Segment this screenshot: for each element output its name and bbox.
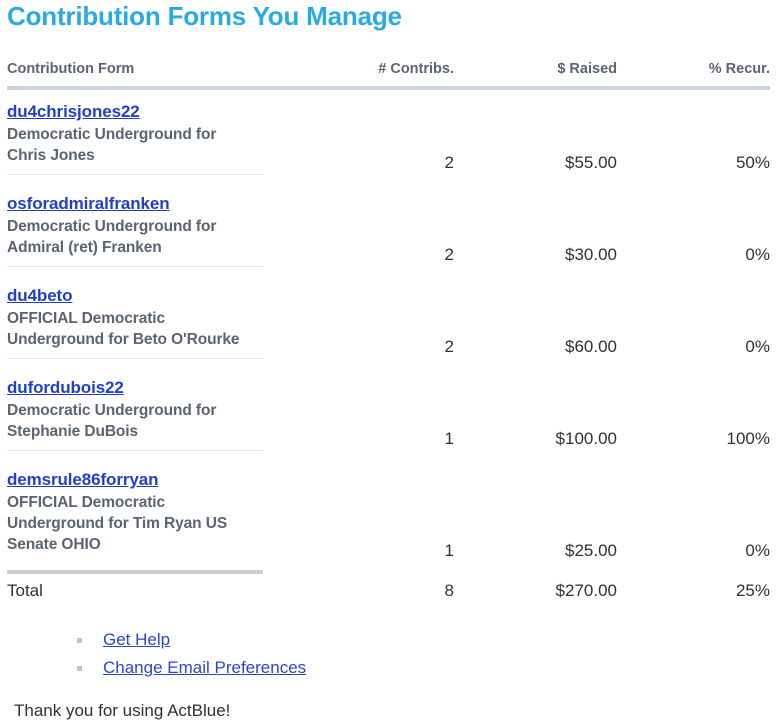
total-contribs-value: 8 <box>444 581 454 600</box>
table-row: dufordubois22 Democratic Underground for… <box>7 366 770 458</box>
total-label: Total <box>7 581 43 600</box>
contribution-forms-table: Contribution Form # Contribs. $ Raised %… <box>7 61 770 610</box>
recur-value: 0% <box>745 337 770 356</box>
contribution-form-link[interactable]: demsrule86forryan <box>7 470 159 489</box>
table-row: osforadmiralfranken Democratic Undergrou… <box>7 182 770 274</box>
form-cell: demsrule86forryan OFFICIAL Democratic Un… <box>7 458 337 570</box>
raised-value: $25.00 <box>565 541 617 560</box>
total-separator-cell <box>7 570 770 574</box>
get-help-link[interactable]: Get Help <box>103 630 171 649</box>
table-row: du4chrisjones22 Democratic Underground f… <box>7 88 770 182</box>
list-item: Get Help <box>77 628 770 653</box>
square-bullet-icon <box>77 666 82 671</box>
square-bullet-icon <box>77 638 82 643</box>
contribution-form-link[interactable]: du4chrisjones22 <box>7 102 140 121</box>
table-body: du4chrisjones22 Democratic Underground f… <box>7 88 770 610</box>
contribs-value: 2 <box>444 337 454 356</box>
column-header-form: Contribution Form <box>7 61 337 90</box>
contribution-form-link[interactable]: dufordubois22 <box>7 378 124 397</box>
contribution-form-description: Democratic Underground for Chris Jones <box>7 126 217 164</box>
table-row: du4beto OFFICIAL Democratic Underground … <box>7 274 770 366</box>
raised-value: $100.00 <box>555 429 617 448</box>
contribution-form-link[interactable]: du4beto <box>7 286 73 305</box>
list-item: Change Email Preferences <box>77 656 770 681</box>
change-email-preferences-link[interactable]: Change Email Preferences <box>103 658 307 677</box>
page-title: Contribution Forms You Manage <box>7 1 402 31</box>
column-header-contribs: # Contribs. <box>337 61 454 90</box>
recur-value: 0% <box>745 245 770 264</box>
table-row: demsrule86forryan OFFICIAL Democratic Un… <box>7 458 770 570</box>
contribs-value: 2 <box>444 153 454 172</box>
table-header-row: Contribution Form # Contribs. $ Raised %… <box>7 61 770 90</box>
form-cell: dufordubois22 Democratic Underground for… <box>7 366 337 458</box>
contribution-form-description: OFFICIAL Democratic Underground for Beto… <box>7 310 240 348</box>
total-raised-value: $270.00 <box>555 581 617 600</box>
column-header-recur: % Recur. <box>617 61 770 90</box>
form-cell: du4beto OFFICIAL Democratic Underground … <box>7 274 337 366</box>
contribution-form-description: OFFICIAL Democratic Underground for Tim … <box>7 494 228 553</box>
contribs-value: 2 <box>444 245 454 264</box>
raised-value: $55.00 <box>565 153 617 172</box>
recur-value: 0% <box>745 541 770 560</box>
contribs-value: 1 <box>444 541 454 560</box>
form-cell: osforadmiralfranken Democratic Undergrou… <box>7 182 337 274</box>
contribution-form-link[interactable]: osforadmiralfranken <box>7 194 170 213</box>
column-header-raised: $ Raised <box>454 61 617 90</box>
recur-value: 50% <box>735 153 770 172</box>
footer-links-list: Get Help Change Email Preferences <box>7 628 770 681</box>
total-separator-bar <box>7 570 263 574</box>
raised-value: $60.00 <box>565 337 617 356</box>
total-separator <box>7 570 770 574</box>
form-cell: du4chrisjones22 Democratic Underground f… <box>7 88 337 182</box>
raised-value: $30.00 <box>565 245 617 264</box>
contribs-value: 1 <box>444 429 454 448</box>
contribution-form-description: Democratic Underground for Admiral (ret)… <box>7 218 217 256</box>
contribution-form-description: Democratic Underground for Stephanie DuB… <box>7 402 217 440</box>
total-recur-value: 25% <box>735 581 770 600</box>
table-header: Contribution Form # Contribs. $ Raised %… <box>7 61 770 90</box>
recur-value: 100% <box>726 429 770 448</box>
total-row: Total 8 $270.00 25% <box>7 574 770 610</box>
thank-you-message: Thank you for using ActBlue! <box>14 701 231 720</box>
